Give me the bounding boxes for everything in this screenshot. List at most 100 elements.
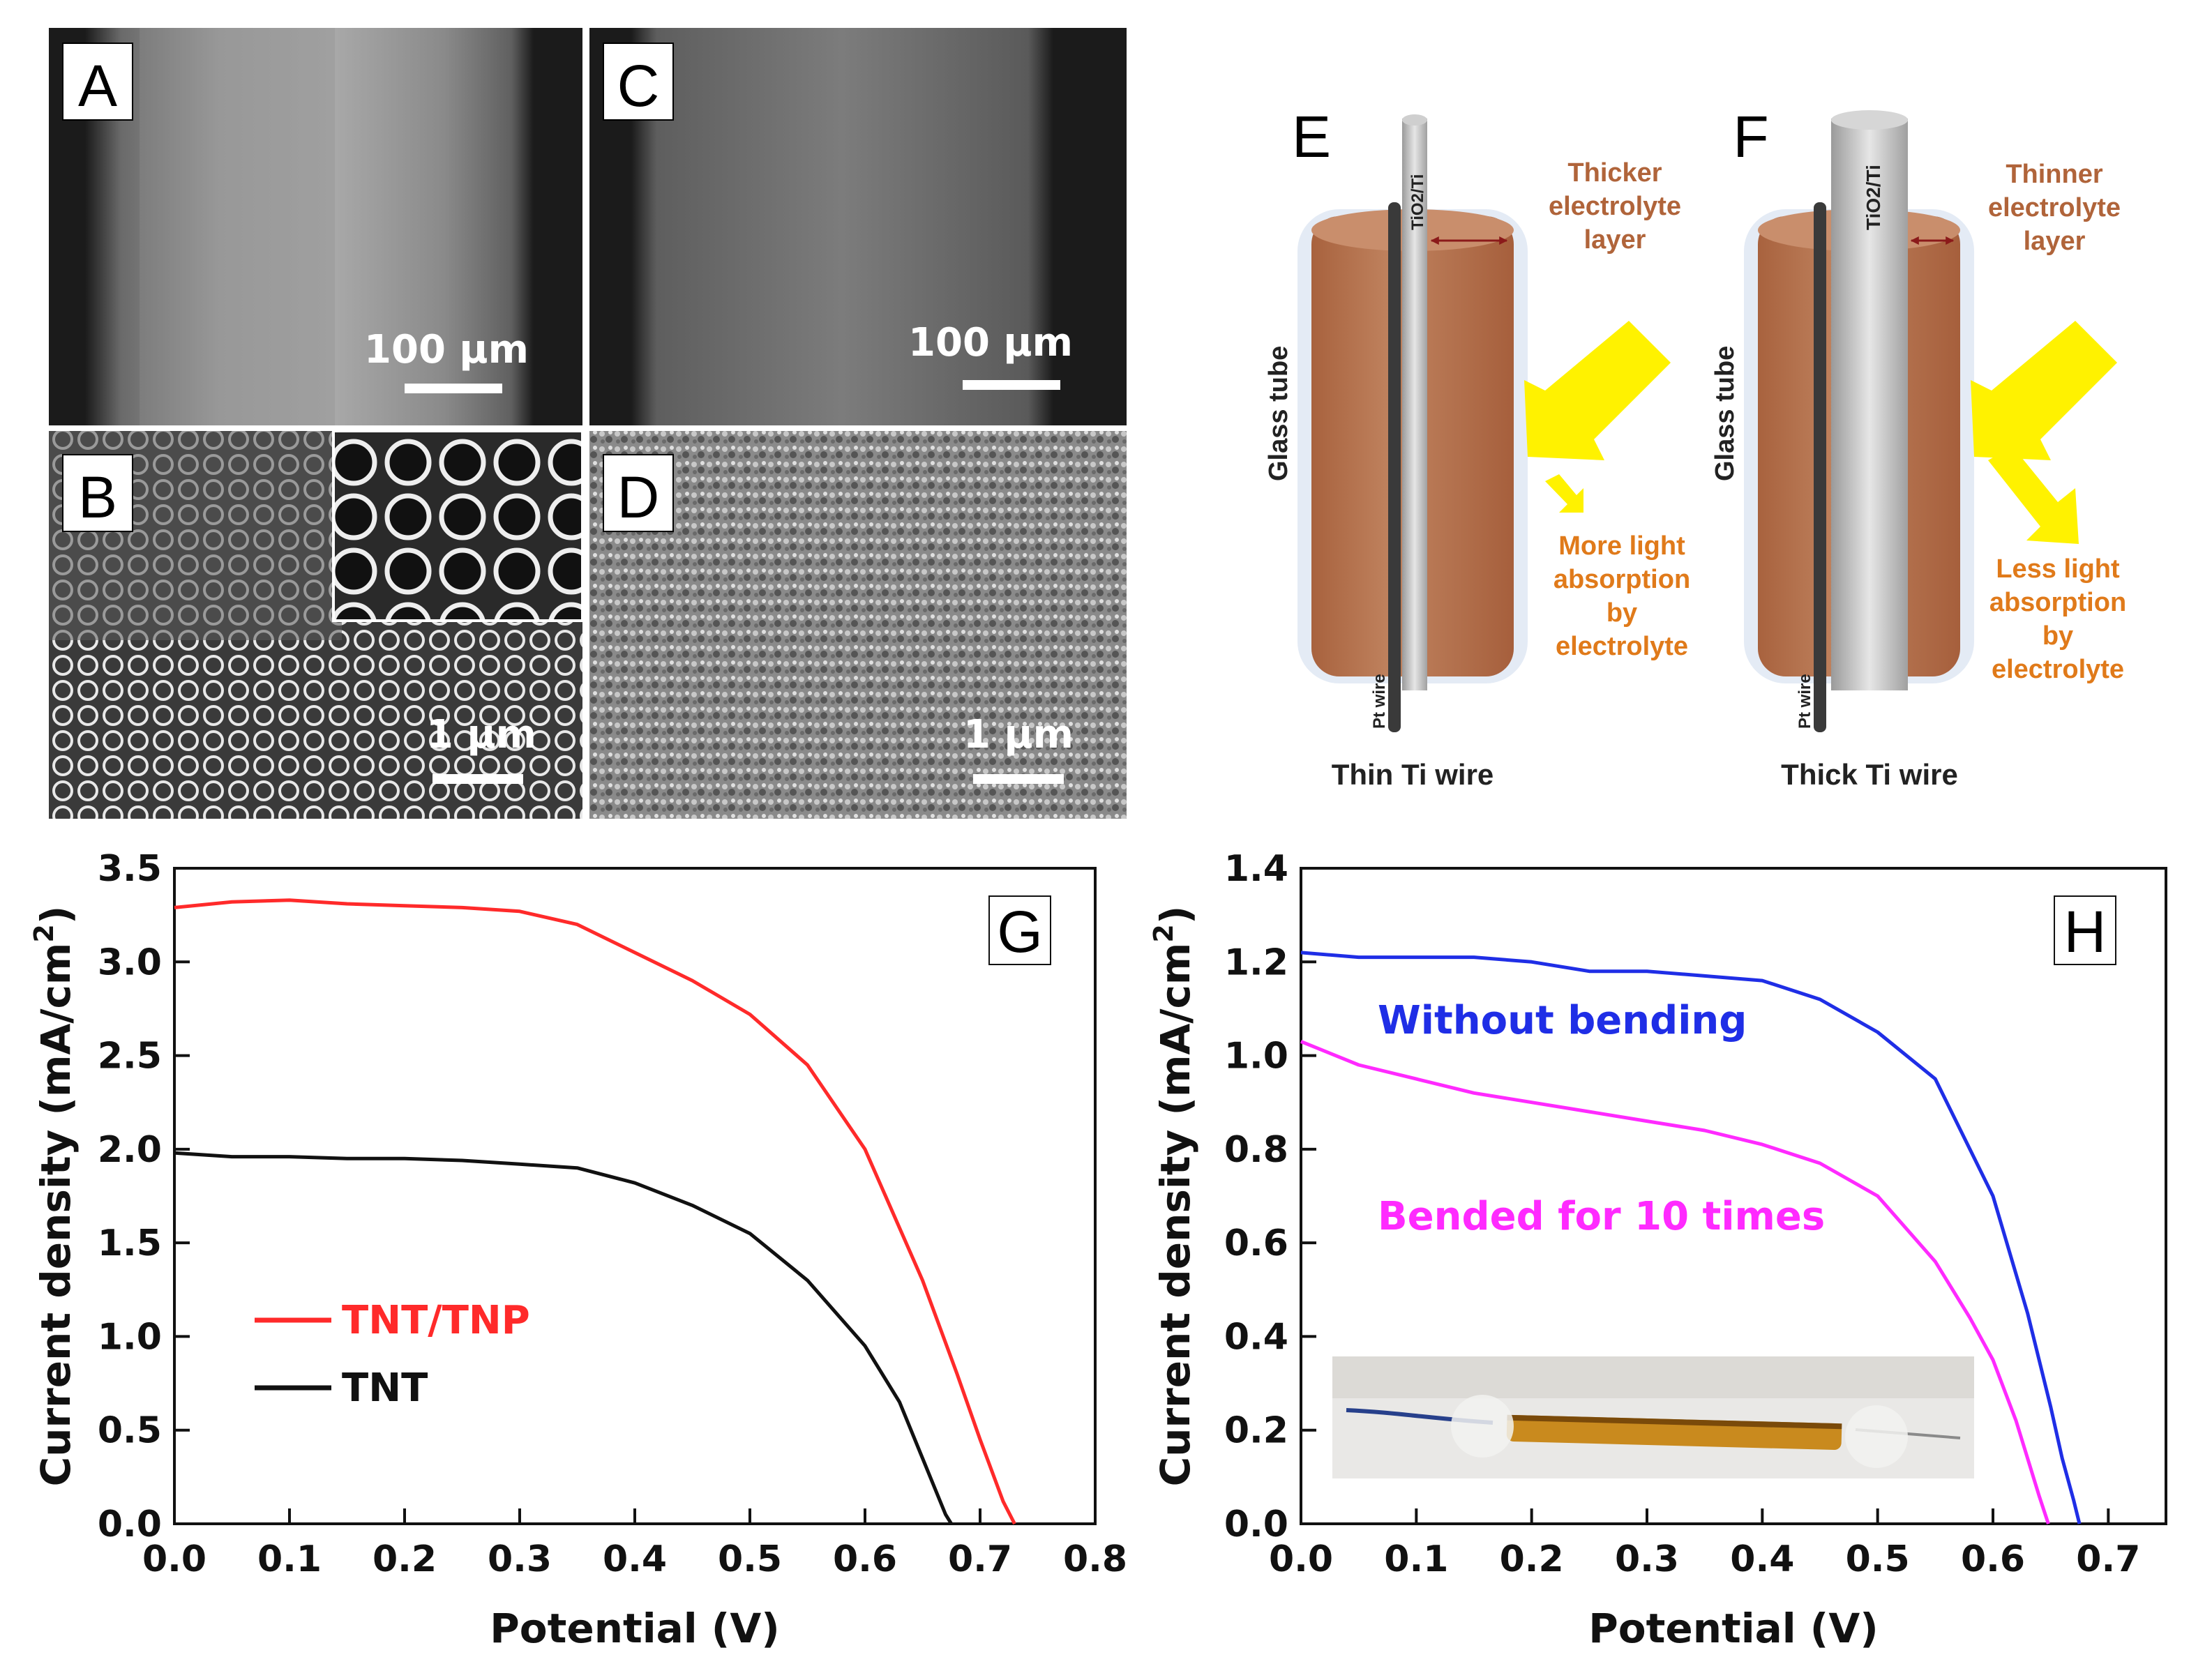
diagram-e: E TiO2/Ti Pt wire Glass tube Thicker ele… <box>1264 104 1690 791</box>
y-tick-label: 1.4 <box>1224 848 1288 890</box>
sem-panel-d: D 1 μm <box>589 431 1127 819</box>
electrolyte-label-f-2: electrolyte <box>1988 193 2121 222</box>
absorption-e-2: absorption <box>1553 565 1690 594</box>
x-tick-label: 0.5 <box>1846 1538 1910 1580</box>
x-tick-label: 0.1 <box>1384 1538 1448 1580</box>
tio2-rod-e <box>1402 119 1427 690</box>
absorption-e-4: electrolyte <box>1556 632 1688 661</box>
sem-panel-b: B 1 μm <box>49 430 584 819</box>
chart-h-frame <box>1300 867 2167 1525</box>
y-tick-label: 3.0 <box>98 941 162 983</box>
pt-wire-e <box>1388 202 1401 732</box>
x-tick-label: 0.3 <box>1615 1538 1679 1580</box>
glass-tube-label-e: Glass tube <box>1264 346 1293 481</box>
electrolyte-label-e-2: electrolyte <box>1549 192 1681 221</box>
scale-bar-c <box>963 380 1060 390</box>
panel-label-b-box <box>62 454 133 532</box>
series-line-bended-for-10-times <box>1300 1040 2050 1524</box>
rod-label-e: TiO2/Ti <box>1408 174 1427 230</box>
y-tick-label: 2.0 <box>98 1129 162 1171</box>
x-tick-label: 0.4 <box>603 1538 667 1580</box>
panel-label-a: A <box>78 53 117 119</box>
panel-label-h: H <box>2064 899 2107 964</box>
chart-h: H 0.0 0.1 0.2 0.3 0.4 0.5 0.6 0.7 0.0 0.2 0.4 0.6 0… <box>1148 848 2167 1652</box>
x-tick-label: 0.2 <box>1500 1538 1564 1580</box>
chart-g-frame <box>173 867 1097 1525</box>
x-tick-label: 0.8 <box>1063 1538 1127 1580</box>
absorption-f-4: electrolyte <box>1992 655 2124 684</box>
series-line-without-bending <box>1300 951 2082 1524</box>
y-tick-label: 3.5 <box>98 848 162 890</box>
legend-without-bending: Without bending <box>1378 998 1747 1043</box>
chart-g-ylabel: Current density (mA/cm2) <box>29 906 80 1487</box>
device-photo-inset <box>1332 1356 1974 1478</box>
scale-text-a: 100 μm <box>364 327 529 372</box>
pt-label-f: Pt wire <box>1796 674 1814 729</box>
chart-h-xlabel: Potential (V) <box>1588 1605 1878 1652</box>
scale-text-d: 1 μm <box>963 712 1074 757</box>
y-tick-label: 1.5 <box>98 1223 162 1264</box>
electrolyte-label-f-1: Thinner <box>2006 160 2103 189</box>
panel-label-c-box <box>603 43 674 121</box>
electrolyte-label-e-1: Thicker <box>1567 158 1662 188</box>
sem-panel-a: A 100 μm <box>49 28 582 425</box>
panel-label-e: E <box>1292 104 1331 169</box>
x-tick-label: 0.0 <box>142 1538 206 1580</box>
electrolyte-label-e-3: layer <box>1584 225 1646 255</box>
y-tick-label: 0.0 <box>98 1504 162 1545</box>
rod-label-f: TiO2/Ti <box>1863 165 1884 230</box>
absorption-f-3: by <box>2042 621 2073 651</box>
chart-g-xlabel: Potential (V) <box>490 1605 779 1652</box>
scale-text-b: 1 μm <box>426 712 536 757</box>
inset-nanotubes <box>332 430 584 622</box>
y-tick-label: 0.4 <box>1224 1316 1288 1358</box>
x-tick-label: 0.6 <box>833 1538 897 1580</box>
panel-label-d-box <box>603 454 674 532</box>
light-arrow-f <box>1971 321 2117 460</box>
y-tick-label: 1.0 <box>98 1316 162 1358</box>
scale-text-c: 100 μm <box>908 320 1073 365</box>
x-tick-label: 0.5 <box>718 1538 782 1580</box>
scale-bar-a <box>405 384 502 393</box>
x-tick-label: 0.0 <box>1269 1538 1333 1580</box>
x-tick-label: 0.1 <box>257 1538 322 1580</box>
y-tick-label: 0.8 <box>1224 1129 1288 1171</box>
panel-label-c: C <box>617 53 660 119</box>
y-tick-label: 2.5 <box>98 1036 162 1077</box>
y-tick-label: 1.2 <box>1224 941 1288 983</box>
x-tick-label: 0.4 <box>1730 1538 1794 1580</box>
series-line-tnt-tnp <box>174 898 1016 1525</box>
legend-tnt-tnp: TNT/TNP <box>342 1298 530 1343</box>
glass-tube-label-f: Glass tube <box>1710 346 1740 481</box>
x-tick-label: 0.7 <box>948 1538 1012 1580</box>
small-arrow-e <box>1545 474 1583 513</box>
diagram-f: F TiO2/Ti Pt wire Glass tube Thinner ele… <box>1710 104 2126 791</box>
x-tick-label: 0.7 <box>2076 1538 2140 1580</box>
panel-label-d: D <box>617 464 660 530</box>
series-line-tnt <box>174 1151 953 1525</box>
caption-e: Thin Ti wire <box>1332 758 1494 791</box>
pt-wire-f <box>1814 202 1826 732</box>
legend-bended: Bended for 10 times <box>1378 1194 1825 1239</box>
y-tick-label: 1.0 <box>1224 1036 1288 1077</box>
x-tick-label: 0.6 <box>1961 1538 2025 1580</box>
panel-label-a-box <box>62 43 133 121</box>
x-tick-label: 0.2 <box>373 1538 437 1580</box>
absorption-e-3: by <box>1607 598 1637 628</box>
panel-label-b: B <box>78 464 117 530</box>
y-tick-label: 0.5 <box>98 1410 162 1452</box>
device-cap-right <box>1845 1405 1908 1468</box>
electrolyte-label-f-3: layer <box>2024 227 2086 256</box>
y-tick-label: 0.2 <box>1224 1410 1288 1452</box>
absorption-f-1: Less light <box>1996 554 2120 584</box>
absorption-e-1: More light <box>1558 531 1685 561</box>
scale-bar-b <box>432 774 523 784</box>
pt-label-e: Pt wire <box>1370 674 1389 729</box>
light-arrow-e <box>1524 321 1671 460</box>
caption-f: Thick Ti wire <box>1781 758 1958 791</box>
absorption-f-2: absorption <box>1989 588 2126 617</box>
chart-g: G 0.0 0.1 0.2 0.3 0.4 0.5 0.6 0.7 0.8 0.0 0.5 1.0 1… <box>29 848 1127 1652</box>
scale-bar-d <box>973 774 1064 784</box>
tio2-rod-f <box>1831 119 1908 690</box>
